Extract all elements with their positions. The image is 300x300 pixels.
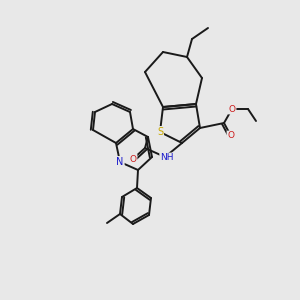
- Text: S: S: [157, 127, 163, 137]
- Text: N: N: [116, 157, 124, 167]
- Text: O: O: [227, 131, 235, 140]
- Text: O: O: [130, 154, 136, 164]
- Text: NH: NH: [160, 154, 174, 163]
- Text: O: O: [229, 104, 236, 113]
